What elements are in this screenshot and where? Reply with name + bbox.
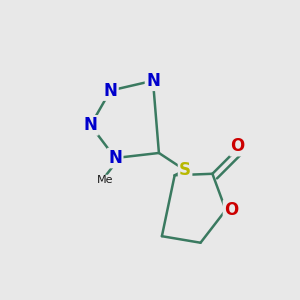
Text: N: N	[84, 116, 98, 134]
Text: S: S	[179, 161, 191, 179]
Text: Me: Me	[97, 175, 113, 185]
Text: O: O	[231, 137, 245, 155]
Text: N: N	[146, 72, 160, 90]
Text: N: N	[103, 82, 117, 100]
Text: O: O	[224, 201, 238, 219]
Text: N: N	[108, 149, 122, 167]
